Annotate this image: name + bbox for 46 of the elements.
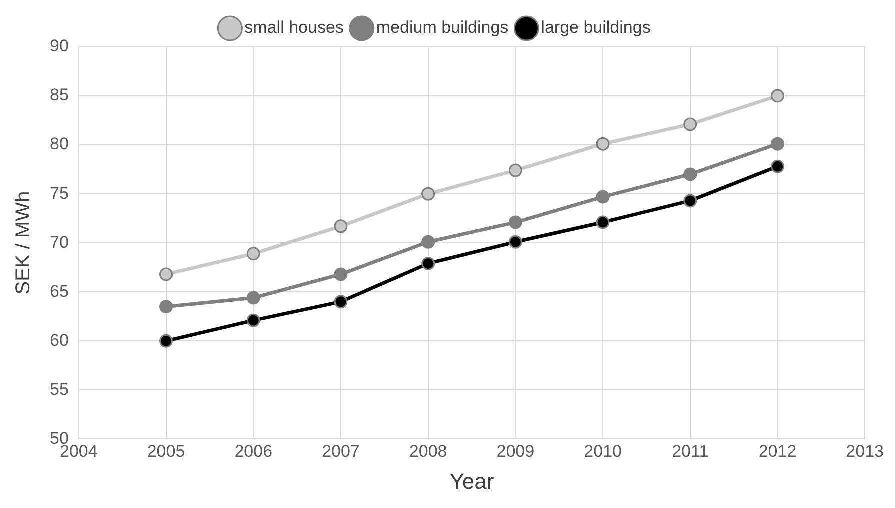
y-tick-label: 80	[50, 134, 69, 154]
x-tick-label: 2009	[496, 442, 535, 462]
y-tick-label: 90	[50, 36, 69, 56]
y-tick-label: 65	[50, 282, 69, 301]
point	[422, 256, 436, 270]
x-tick-label: 2013	[846, 442, 884, 462]
point	[334, 220, 348, 234]
x-tick-label: 2008	[409, 442, 448, 462]
x-tick-label: 2007	[322, 442, 360, 462]
point	[684, 118, 698, 132]
point	[246, 314, 260, 328]
point	[160, 300, 174, 314]
x-tick-label: 2006	[234, 442, 273, 462]
point	[596, 137, 610, 151]
y-tick-label: 60	[50, 330, 69, 350]
point	[770, 160, 784, 174]
legend-label: small houses	[244, 18, 344, 38]
point	[770, 137, 784, 151]
y-tick-label: 75	[50, 184, 69, 203]
point	[246, 247, 260, 261]
x-tick-label: 2010	[584, 442, 622, 462]
point	[596, 216, 610, 230]
point	[246, 291, 260, 305]
point	[160, 268, 174, 282]
y-tick-label: 55	[50, 380, 69, 399]
legend-label: medium buildings	[376, 18, 509, 38]
point	[508, 164, 522, 178]
point	[334, 268, 348, 282]
legend-label: large buildings	[541, 18, 651, 38]
x-tick-label: 2011	[672, 442, 709, 462]
point	[422, 235, 436, 249]
x-tick-label: 2005	[147, 442, 186, 462]
point	[422, 187, 436, 201]
point	[508, 216, 522, 230]
point	[160, 334, 174, 348]
point	[596, 190, 610, 204]
point	[684, 194, 698, 208]
y-tick-label: 85	[50, 86, 69, 105]
y-axis-title: SEK / MWh	[12, 191, 35, 295]
point	[684, 168, 698, 182]
point	[770, 89, 784, 103]
point	[508, 235, 522, 249]
point	[334, 295, 348, 309]
x-tick-label: 2012	[758, 442, 797, 462]
x-axis-title: Year	[450, 468, 494, 494]
y-tick-label: 70	[50, 232, 69, 252]
